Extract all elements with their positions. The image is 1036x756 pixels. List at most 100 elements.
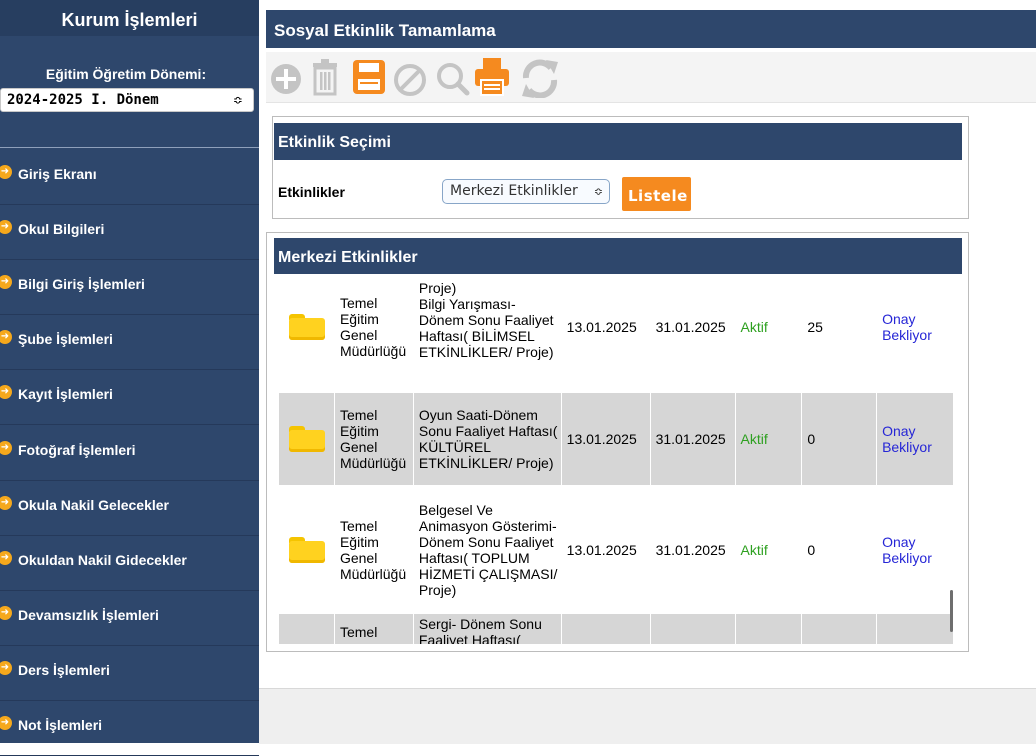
end-date-cell: 31.01.2025: [649, 392, 736, 486]
sidebar-item-okul-bilgileri[interactable]: ➜ Okul Bilgileri: [0, 206, 259, 260]
partial-text: Proje): [418, 279, 457, 296]
sidebar-item-label: Kayıt İşlemleri: [18, 386, 113, 402]
toolbar: [266, 52, 1036, 103]
name-cell: Sergi- Dönem Sonu Faaliyet Haftası(: [412, 613, 562, 644]
arrow-right-icon: ➜: [0, 496, 12, 510]
arrow-right-icon: ➜: [0, 551, 12, 565]
cancel-icon[interactable]: [390, 54, 430, 98]
list-panel-title: Merkezi Etkinlikler: [274, 238, 962, 274]
period-select[interactable]: 2024-2025 I. Dönem ≎: [0, 88, 254, 112]
count-cell: 0: [801, 392, 878, 486]
end-date-cell: 31.01.2025: [649, 274, 736, 393]
page-title: Sosyal Etkinlik Tamamlama: [266, 10, 1036, 48]
events-table: Temel Eğitim Genel Müdürlüğü Proje) Bilgi…: [278, 274, 954, 644]
print-icon[interactable]: [472, 54, 512, 98]
arrow-right-icon: ➜: [0, 165, 12, 179]
start-date-cell: 13.01.2025: [560, 274, 651, 393]
status-cell: Aktif: [734, 274, 803, 393]
sidebar-item-label: Okul Bilgileri: [18, 221, 105, 237]
sidebar-item-bilgi-giris[interactable]: ➜ Bilgi Giriş İşlemleri: [0, 261, 259, 315]
table-row[interactable]: Temel Eğitim Genel Müdürlüğü Proje) Bilgi…: [278, 274, 954, 393]
sidebar-title: Kurum İşlemleri: [0, 0, 259, 36]
add-icon[interactable]: [268, 54, 304, 98]
event-name: Bilgi Yarışması-Dönem Sonu Faaliyet Haft…: [418, 295, 554, 360]
sidebar-item-okula-nakil[interactable]: ➜ Okula Nakil Gelecekler: [0, 482, 259, 536]
etkinlik-select-value: Merkezi Etkinlikler: [450, 183, 578, 199]
sidebar-item-giris-ekrani[interactable]: ➜ Giriş Ekranı: [0, 151, 259, 205]
folder-icon[interactable]: [289, 536, 325, 563]
row-icon-cell: [278, 274, 335, 393]
sidebar-item-label: Şube İşlemleri: [18, 331, 113, 347]
sidebar-item-label: Ders İşlemleri: [18, 662, 110, 678]
name-cell: Proje) Bilgi Yarışması-Dönem Sonu Faaliye…: [412, 274, 562, 393]
approval-link[interactable]: Onay Bekliyor: [876, 274, 954, 393]
arrow-right-icon: ➜: [0, 441, 12, 455]
start-date-cell: 13.01.2025: [560, 392, 651, 486]
count-cell: 25: [801, 274, 878, 393]
count-cell: 0: [801, 485, 878, 614]
arrow-right-icon: ➜: [0, 385, 12, 399]
footer-area: [259, 688, 1036, 744]
etkinlikler-label: Etkinlikler: [278, 184, 345, 200]
sidebar-item-devamsizlik[interactable]: ➜ Devamsızlık İşlemleri: [0, 592, 259, 646]
org-cell: Temel Eğitim Genel Müdürlüğü: [333, 274, 414, 393]
arrow-right-icon: ➜: [0, 275, 12, 289]
sidebar-item-okuldan-nakil[interactable]: ➜ Okuldan Nakil Gidecekler: [0, 537, 259, 591]
arrow-right-icon: ➜: [0, 220, 12, 234]
listele-button[interactable]: Listele: [622, 177, 691, 211]
selection-panel-title: Etkinlik Seçimi: [274, 123, 962, 160]
org-cell: Temel Eğitim Genel Müdürlüğü: [333, 485, 414, 614]
sidebar-item-not[interactable]: ➜ Not İşlemleri: [0, 702, 259, 756]
sidebar-item-label: Giriş Ekranı: [18, 166, 97, 182]
select-chevron-icon: ≎: [232, 93, 243, 107]
start-date-cell: [560, 613, 651, 644]
table-row[interactable]: Temel Eğitim Genel Müdürlüğü Oyun Saati-…: [278, 392, 954, 486]
sidebar-item-kayit[interactable]: ➜ Kayıt İşlemleri: [0, 371, 259, 425]
row-icon-cell: [278, 485, 335, 614]
count-cell: [801, 613, 878, 644]
sidebar-divider: [0, 147, 259, 148]
period-select-value: 2024-2025 I. Dönem: [7, 92, 159, 108]
approval-link[interactable]: Onay Bekliyor: [876, 392, 954, 486]
table-row[interactable]: Temel Eğitim Genel Müdürlüğü Belgesel Ve…: [278, 485, 954, 614]
etkinlik-select[interactable]: Merkezi Etkinlikler ≎: [442, 179, 610, 204]
end-date-cell: 31.01.2025: [649, 485, 736, 614]
row-icon-cell: [278, 613, 335, 644]
sidebar-item-fotograf[interactable]: ➜ Fotoğraf İşlemleri: [0, 427, 259, 481]
end-date-cell: [649, 613, 736, 644]
status-cell: Aktif: [734, 392, 803, 486]
sidebar-item-sube[interactable]: ➜ Şube İşlemleri: [0, 316, 259, 370]
name-cell: Oyun Saati-Dönem Sonu Faaliyet Haftası( …: [412, 392, 562, 486]
status-cell: Aktif: [734, 485, 803, 614]
sidebar-item-label: Okula Nakil Gelecekler: [18, 497, 169, 513]
approval-cell: [876, 613, 954, 644]
sidebar-item-label: Devamsızlık İşlemleri: [18, 607, 159, 623]
arrow-right-icon: ➜: [0, 716, 12, 730]
sidebar-item-label: Not İşlemleri: [18, 717, 103, 733]
refresh-icon[interactable]: [518, 54, 562, 98]
sidebar-item-ders[interactable]: ➜ Ders İşlemleri: [0, 647, 259, 701]
start-date-cell: 13.01.2025: [560, 485, 651, 614]
arrow-right-icon: ➜: [0, 606, 12, 620]
trash-icon[interactable]: [308, 54, 342, 98]
select-chevron-icon: ≎: [593, 185, 603, 198]
org-cell: Temel Eğitim Genel Müdürlüğü: [333, 392, 414, 486]
sidebar-item-label: Fotoğraf İşlemleri: [18, 442, 136, 458]
name-cell: Belgesel Ve Animasyon Gösterimi- Dönem S…: [412, 485, 562, 614]
sidebar-item-label: Bilgi Giriş İşlemleri: [18, 276, 145, 292]
arrow-right-icon: ➜: [0, 330, 12, 344]
folder-icon[interactable]: [289, 314, 325, 340]
search-icon[interactable]: [434, 54, 472, 98]
status-cell: [734, 613, 803, 644]
folder-icon[interactable]: [289, 426, 325, 452]
sidebar-item-label: Okuldan Nakil Gidecekler: [18, 552, 187, 568]
approval-link[interactable]: Onay Bekliyor: [876, 485, 954, 614]
table-scrollbar[interactable]: [950, 590, 953, 632]
events-table-viewport[interactable]: Temel Eğitim Genel Müdürlüğü Proje) Bilgi…: [278, 274, 954, 644]
sidebar: Kurum İşlemleri Eğitim Öğretim Dönemi: 2…: [0, 0, 259, 756]
arrow-right-icon: ➜: [0, 661, 12, 675]
table-row[interactable]: Temel Sergi- Dönem Sonu Faaliyet Haftası…: [278, 613, 954, 644]
row-icon-cell: [278, 392, 335, 486]
period-label: Eğitim Öğretim Dönemi:: [45, 66, 207, 82]
save-icon[interactable]: [348, 54, 390, 98]
